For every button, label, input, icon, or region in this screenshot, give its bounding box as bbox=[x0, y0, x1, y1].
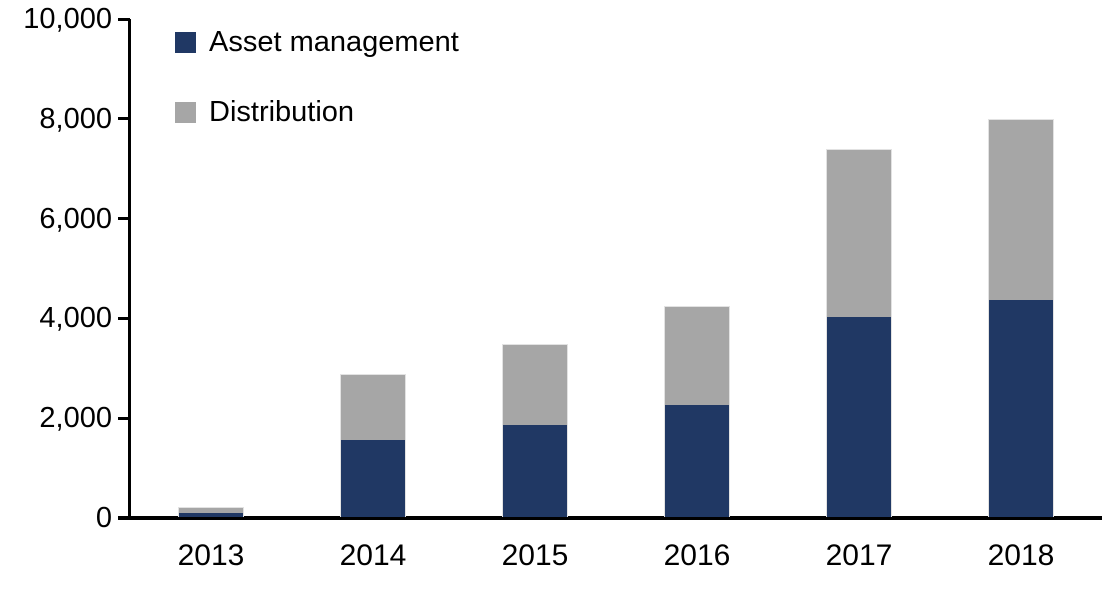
y-tick-4000 bbox=[118, 316, 130, 320]
bar-2015 bbox=[502, 343, 568, 517]
x-tick-label-2017: 2017 bbox=[825, 539, 893, 572]
legend-item-distribution: Distribution bbox=[175, 96, 459, 129]
y-tick-label-0: 0 bbox=[95, 502, 112, 534]
bar-segment-distribution-2016 bbox=[665, 307, 729, 405]
x-axis-line bbox=[118, 516, 1102, 520]
x-tick-label-2016: 2016 bbox=[663, 539, 731, 572]
y-axis-line bbox=[128, 19, 131, 518]
x-tick-label-2018: 2018 bbox=[987, 539, 1055, 572]
legend-label-distribution: Distribution bbox=[209, 96, 355, 128]
legend: Asset management Distribution bbox=[175, 26, 459, 129]
y-tick-label-8000: 8,000 bbox=[39, 102, 112, 135]
legend-swatch-asset-management bbox=[175, 32, 196, 53]
x-tick-label-2014: 2014 bbox=[339, 539, 407, 572]
y-tick-label-6000: 6,000 bbox=[39, 202, 112, 235]
bar-segment-distribution-2017 bbox=[827, 150, 891, 318]
bar-segment-asset-management-2015 bbox=[503, 424, 567, 517]
bar-segment-distribution-2018 bbox=[989, 120, 1053, 300]
legend-label-asset-management: Asset management bbox=[209, 26, 459, 58]
bar-segment-distribution-2014 bbox=[341, 374, 405, 440]
legend-swatch-distribution bbox=[175, 102, 196, 123]
y-tick-6000 bbox=[118, 217, 130, 221]
bar-segment-asset-management-2014 bbox=[341, 439, 405, 517]
bar-segment-distribution-2015 bbox=[503, 344, 567, 425]
bar-2016 bbox=[664, 306, 730, 517]
x-tick-label-2013: 2013 bbox=[177, 539, 245, 572]
bar-2014 bbox=[340, 373, 406, 517]
y-tick-8000 bbox=[118, 117, 130, 121]
plot-area: Asset management Distribution bbox=[118, 17, 1102, 520]
bar-segment-asset-management-2013 bbox=[179, 512, 243, 517]
y-tick-0 bbox=[118, 516, 130, 520]
y-tick-label-4000: 4,000 bbox=[39, 302, 112, 335]
bar-segment-asset-management-2017 bbox=[827, 317, 891, 517]
bar-segment-distribution-2013 bbox=[179, 507, 243, 513]
bar-2013 bbox=[178, 506, 244, 517]
y-tick-label-10000: 10,000 bbox=[23, 3, 112, 35]
y-tick-2000 bbox=[118, 416, 130, 420]
bar-2017 bbox=[826, 149, 892, 517]
x-tick-label-2015: 2015 bbox=[501, 539, 569, 572]
y-tick-label-2000: 2,000 bbox=[39, 402, 112, 435]
legend-item-asset-management: Asset management bbox=[175, 26, 459, 59]
bar-2018 bbox=[988, 119, 1054, 517]
bar-segment-asset-management-2016 bbox=[665, 404, 729, 517]
y-tick-10000 bbox=[118, 17, 130, 21]
bar-segment-asset-management-2018 bbox=[989, 299, 1053, 517]
